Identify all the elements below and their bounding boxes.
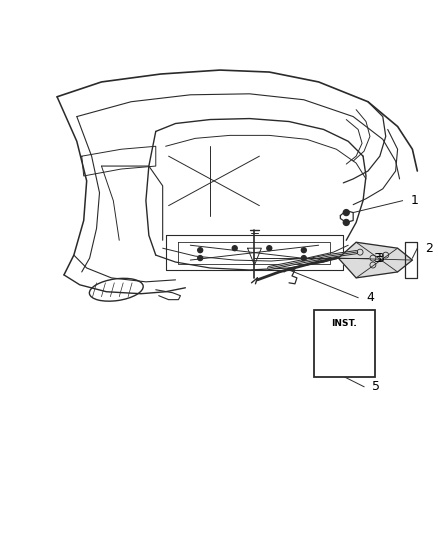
Polygon shape: [339, 243, 413, 278]
Circle shape: [198, 248, 203, 253]
Text: 5: 5: [372, 380, 380, 393]
Circle shape: [301, 248, 306, 253]
Bar: [314, 310, 375, 377]
Text: 3: 3: [376, 252, 384, 264]
Text: 1: 1: [410, 194, 418, 207]
Text: 3: 3: [373, 252, 381, 264]
Circle shape: [267, 246, 272, 251]
Circle shape: [301, 256, 306, 261]
Text: INST.: INST.: [332, 319, 357, 328]
Circle shape: [343, 220, 349, 225]
Text: 2: 2: [425, 241, 433, 255]
Circle shape: [198, 256, 203, 261]
Text: 4: 4: [366, 291, 374, 304]
Circle shape: [343, 209, 349, 215]
Circle shape: [232, 246, 237, 251]
